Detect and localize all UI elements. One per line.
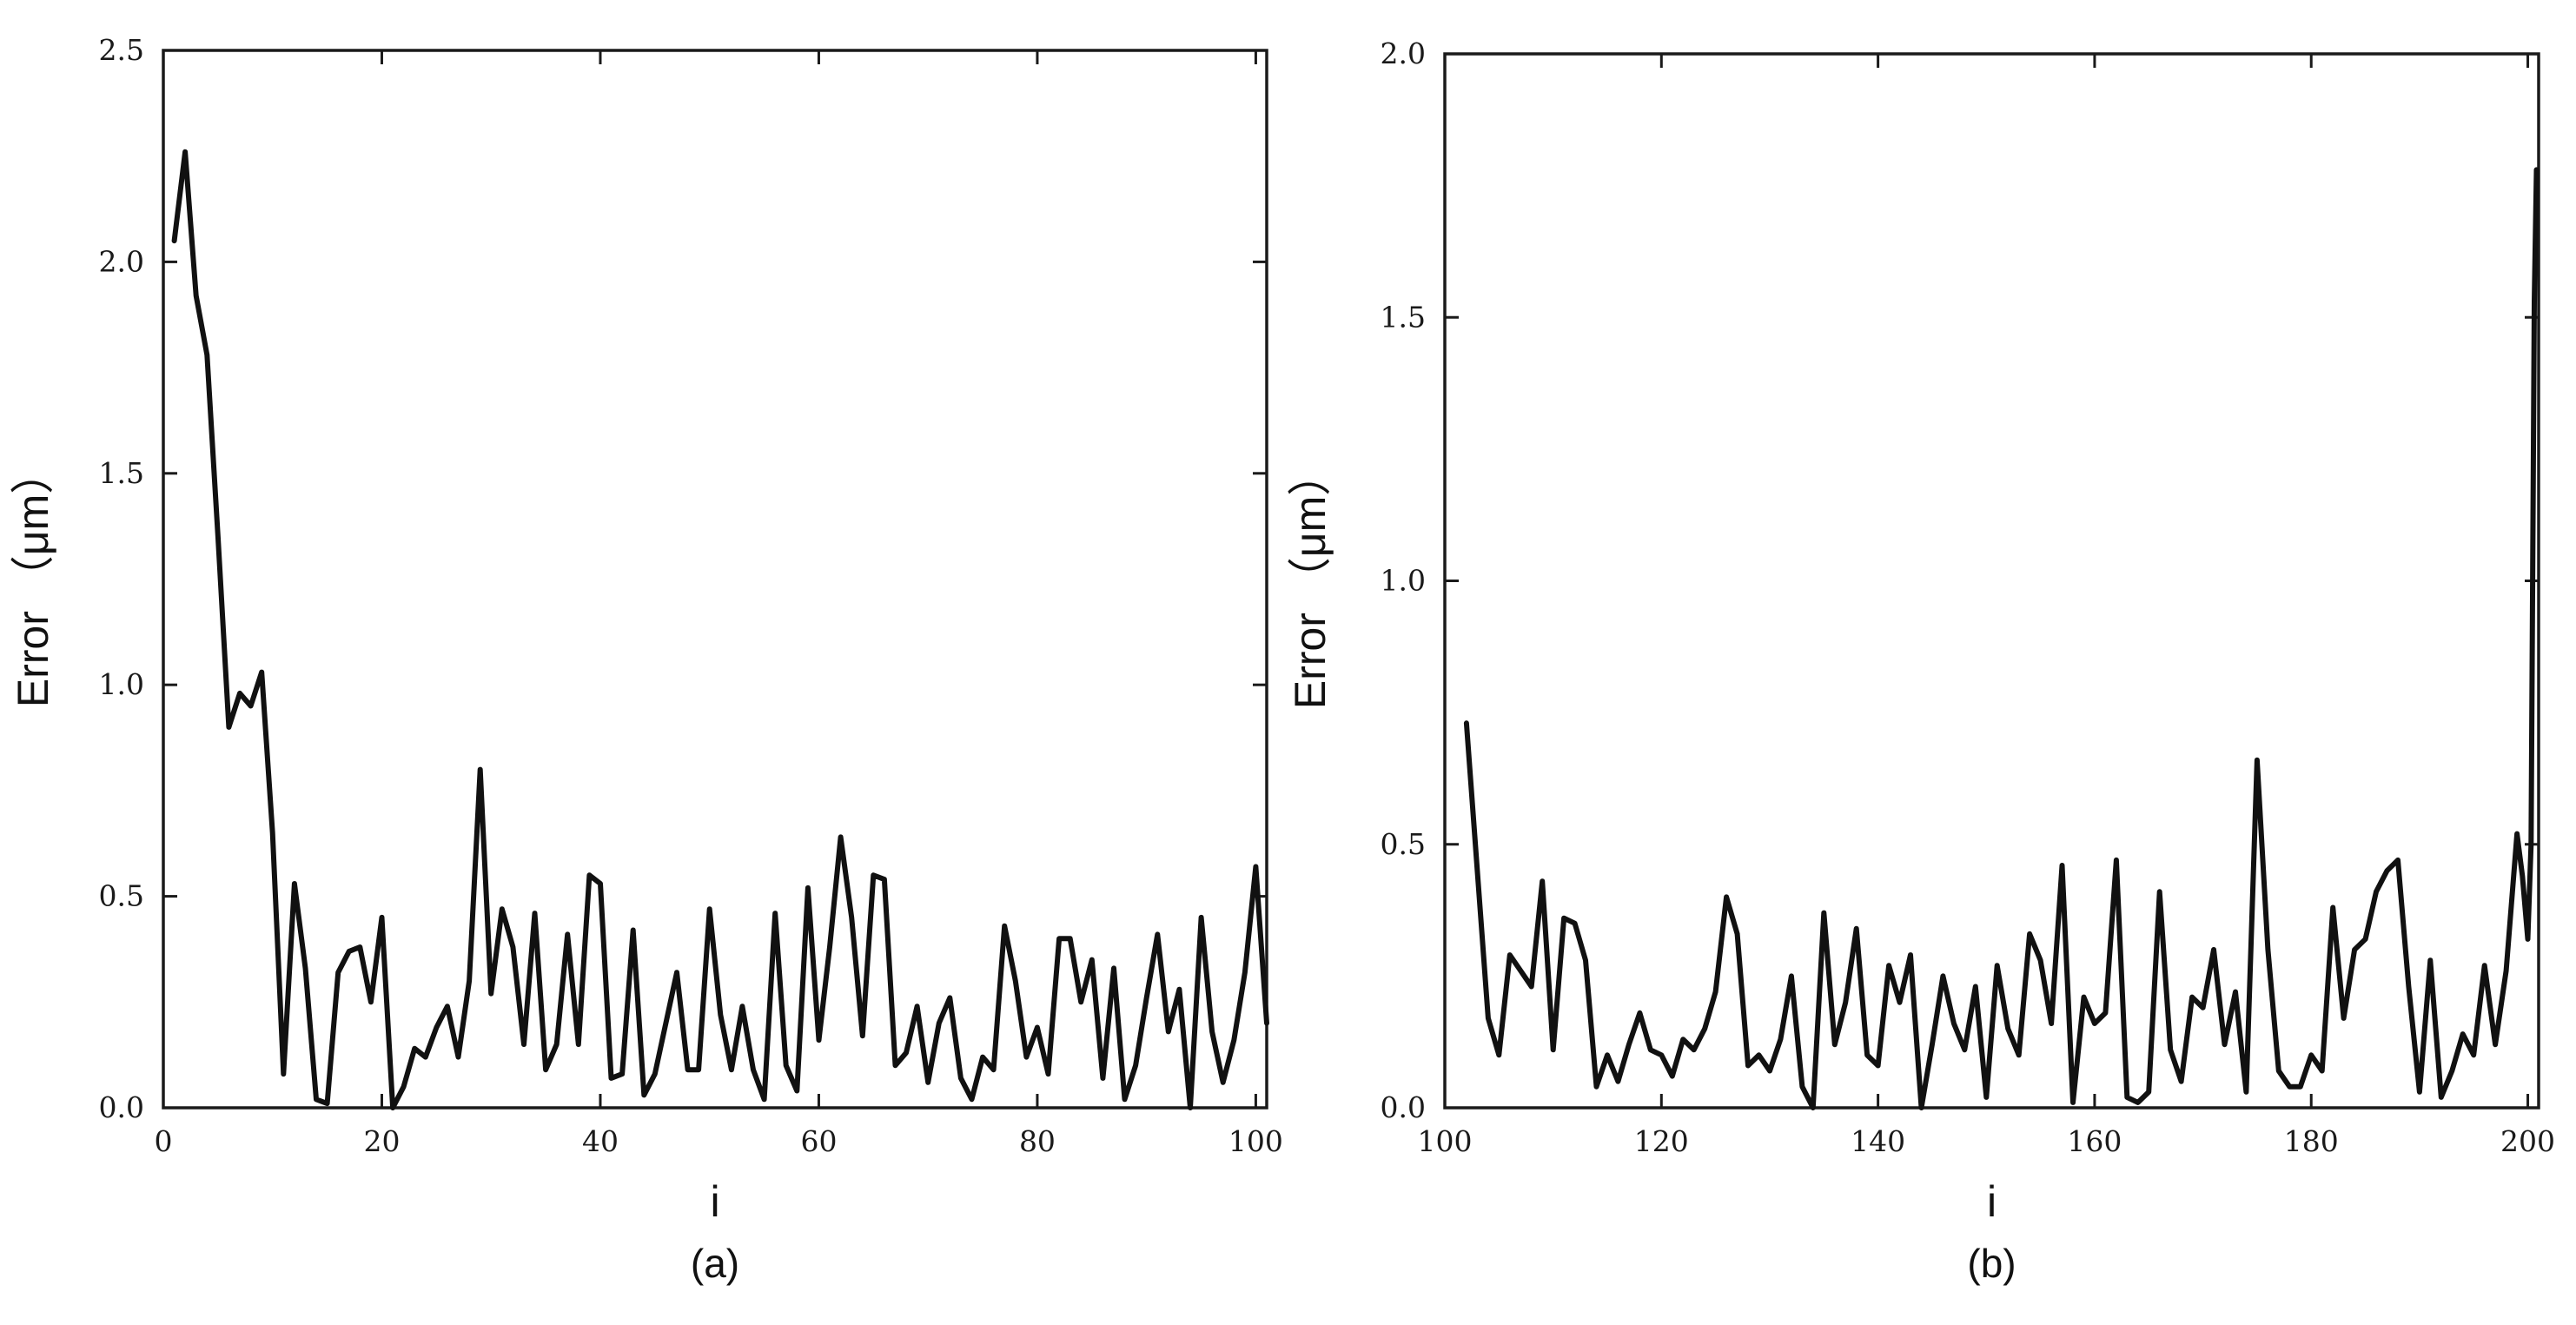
y-tick-label: 0.0 — [99, 1090, 144, 1124]
x-tick-label: 100 — [1228, 1124, 1283, 1158]
y-tick-label: 0.5 — [1381, 827, 1426, 861]
y-tick-label: 2.0 — [99, 244, 144, 278]
y-tick-label: 1.5 — [1381, 300, 1426, 334]
y-tick-label: 2.0 — [1381, 36, 1426, 70]
y-axis-label: Error （μm） — [1286, 453, 1334, 709]
x-axis-label: i — [710, 1177, 719, 1226]
x-tick-label: 120 — [1634, 1124, 1689, 1158]
y-tick-label: 1.0 — [1381, 564, 1426, 598]
y-tick-label: 1.0 — [99, 667, 144, 701]
x-tick-label: 80 — [1019, 1124, 1056, 1158]
x-axis-label: i — [1987, 1177, 1997, 1226]
x-tick-label: 140 — [1851, 1124, 1905, 1158]
y-tick-label: 0.5 — [99, 879, 144, 913]
x-tick-label: 100 — [1418, 1124, 1473, 1158]
x-tick-label: 180 — [2284, 1124, 2339, 1158]
y-tick-label: 1.5 — [99, 456, 144, 490]
panel-label: (b) — [1967, 1241, 2016, 1286]
x-tick-label: 60 — [800, 1124, 837, 1158]
x-tick-label: 200 — [2500, 1124, 2555, 1158]
x-tick-label: 0 — [155, 1124, 173, 1158]
x-tick-label: 160 — [2067, 1124, 2122, 1158]
y-axis-label: Error （μm） — [9, 451, 57, 707]
series-line-0 — [1463, 167, 2540, 1110]
panel-label: (a) — [691, 1241, 739, 1286]
x-tick-label: 20 — [363, 1124, 400, 1158]
y-tick-label: 2.5 — [99, 33, 144, 67]
x-tick-label: 40 — [582, 1124, 619, 1158]
series-line-0 — [171, 149, 1269, 1110]
y-tick-label: 0.0 — [1381, 1090, 1426, 1124]
chart-panel-a: 0 20 40 60 80 100 0.0 0.5 1.0 1.5 2.0 2.5 i Error （μm… — [9, 33, 1283, 1286]
chart-panel-b: 100 120 140 160 180 200 0.0 0.5 1.0 1.5 2.0 i Error … — [1286, 36, 2555, 1286]
plot-frame — [162, 49, 1268, 1110]
